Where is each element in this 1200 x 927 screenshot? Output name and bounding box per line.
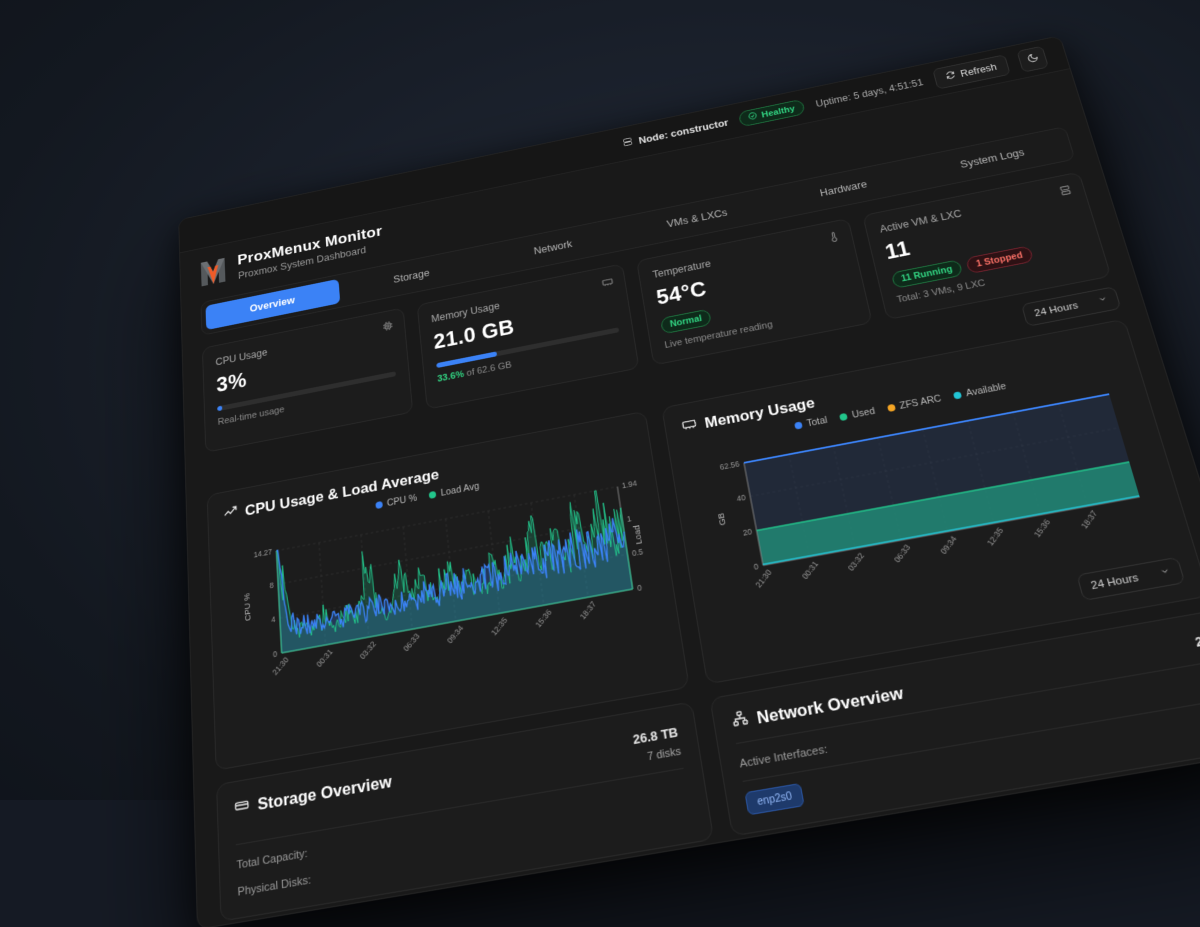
memory-usage-total: of 62.6 GB [463,360,512,379]
time-range-value-bottom: 24 Hours [1090,572,1140,592]
svg-text:12:35: 12:35 [985,526,1005,548]
time-range-select-bottom[interactable]: 24 Hours [1077,557,1186,601]
svg-text:0: 0 [637,583,643,593]
network-panel-title: Network Overview [755,683,905,728]
chevron-down-icon [1158,566,1172,580]
cpu-chip-icon [382,320,394,336]
time-range-value-top: 24 Hours [1033,300,1079,318]
svg-text:14.27: 14.27 [253,547,272,559]
svg-text:0: 0 [753,562,759,572]
thermometer-icon [827,231,842,247]
svg-text:00:31: 00:31 [315,647,335,669]
svg-text:40: 40 [736,493,746,504]
perspective-stage: Node: constructor Healthy Uptime: 5 days… [0,0,1200,800]
legend-label-used: Used [851,406,876,421]
svg-text:1: 1 [626,514,632,524]
svg-text:18:37: 18:37 [578,600,598,622]
memory-stick-icon [601,276,614,292]
status-badge: Healthy [738,99,805,127]
svg-text:15:36: 15:36 [1032,517,1053,539]
hard-drive-icon [234,796,250,819]
trending-up-icon [223,504,237,524]
svg-text:18:37: 18:37 [1079,509,1100,531]
moon-icon [1025,52,1040,66]
legend-label-total: Total [806,415,829,429]
svg-text:Load: Load [631,524,644,545]
svg-text:4: 4 [271,615,276,625]
svg-text:09:34: 09:34 [445,624,465,646]
svg-text:CPU %: CPU % [241,592,252,622]
proxmenux-monitor-window: Node: constructor Healthy Uptime: 5 days… [178,35,1200,927]
svg-text:0.5: 0.5 [631,547,643,558]
svg-text:1.94: 1.94 [621,479,637,491]
network-interface-count: 2 [1193,633,1200,649]
status-badge-label: Healthy [761,104,796,120]
server-icon [622,137,634,150]
svg-text:8: 8 [269,581,274,591]
storage-total-capacity-value: 26.8 TB [632,724,679,747]
memory-stick-icon [681,416,698,437]
svg-text:03:32: 03:32 [358,639,378,661]
svg-text:03:32: 03:32 [846,551,866,573]
proxmenux-m-logo-icon [199,256,227,288]
refresh-label: Refresh [959,61,998,78]
svg-text:15:36: 15:36 [534,608,554,630]
memory-usage-percent: 33.6% [437,369,465,384]
svg-text:06:33: 06:33 [402,632,422,654]
svg-text:09:34: 09:34 [938,534,958,556]
svg-text:62.56: 62.56 [719,459,740,472]
svg-text:GB: GB [715,512,728,527]
network-interface-chip[interactable]: enp2s0 [744,783,805,816]
svg-text:20: 20 [742,527,753,538]
svg-text:12:35: 12:35 [489,616,509,638]
svg-text:0: 0 [273,649,278,659]
check-circle-icon [748,111,758,122]
theme-toggle-button[interactable] [1016,45,1048,72]
network-icon [731,709,750,733]
chevron-down-icon [1097,294,1110,307]
temperature-badge: Normal [660,309,712,335]
svg-text:06:33: 06:33 [892,543,912,565]
svg-text:00:31: 00:31 [800,559,820,581]
refresh-icon [945,70,957,82]
